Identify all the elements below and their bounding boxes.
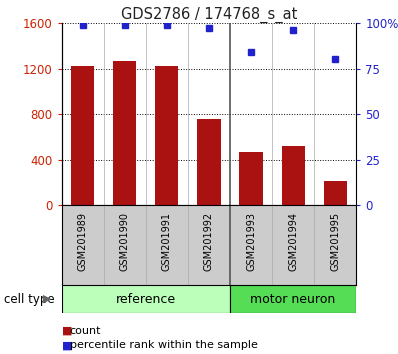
Bar <box>240 152 263 205</box>
Bar <box>197 119 220 205</box>
Text: GSM201995: GSM201995 <box>330 212 340 271</box>
Text: percentile rank within the sample: percentile rank within the sample <box>70 340 258 350</box>
Text: GSM201991: GSM201991 <box>162 212 172 271</box>
Text: GSM201990: GSM201990 <box>120 212 130 271</box>
Bar <box>324 181 347 205</box>
Text: count: count <box>70 326 101 336</box>
Title: GDS2786 / 174768_s_at: GDS2786 / 174768_s_at <box>121 7 297 23</box>
Text: motor neuron: motor neuron <box>250 293 336 306</box>
Bar <box>71 66 94 205</box>
Text: GSM201993: GSM201993 <box>246 212 256 271</box>
Text: ▶: ▶ <box>43 294 51 304</box>
Bar <box>281 146 305 205</box>
Bar <box>155 66 178 205</box>
Text: GSM201989: GSM201989 <box>78 212 88 271</box>
Text: GSM201994: GSM201994 <box>288 212 298 271</box>
Bar <box>62 285 230 313</box>
Text: GSM201992: GSM201992 <box>204 212 214 271</box>
Text: reference: reference <box>116 293 176 306</box>
Text: ■: ■ <box>62 340 72 350</box>
Bar <box>113 61 137 205</box>
Text: ■: ■ <box>62 326 72 336</box>
Bar <box>230 285 356 313</box>
Text: cell type: cell type <box>4 293 55 306</box>
